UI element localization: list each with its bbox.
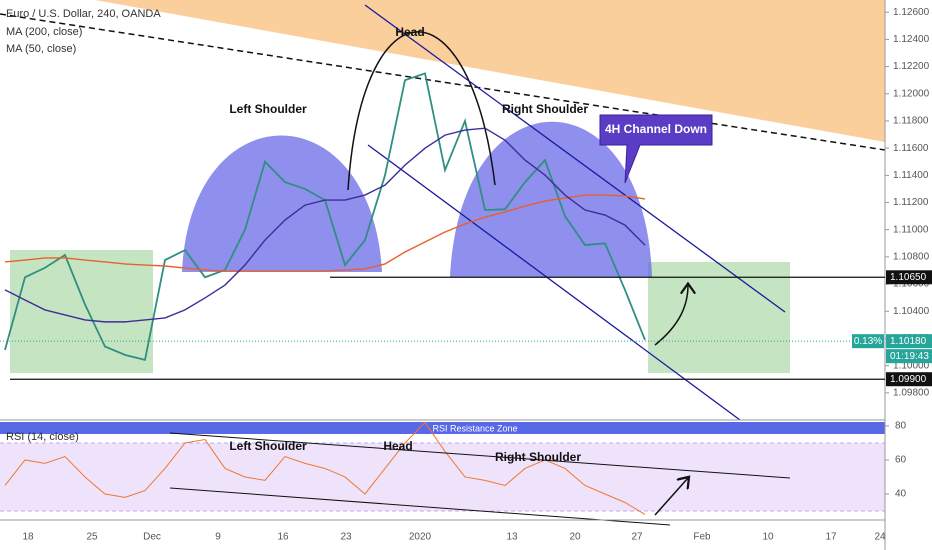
y-tick-label: 1.10400 [893, 306, 930, 317]
resistance-zone [95, 0, 885, 142]
rsi-zone-label: RSI Resistance Zone [432, 423, 517, 433]
left-shoulder-label: Left Shoulder [229, 102, 307, 116]
rsi-trend [169, 432, 791, 479]
rsi-title: RSI (14, close) [6, 431, 79, 443]
x-tick-label: 13 [506, 532, 518, 543]
y-tick-label: 1.11600 [893, 143, 929, 154]
countdown-label: 01:19:43 [890, 351, 929, 362]
series-line [4, 194, 646, 272]
level-label: 1.09900 [890, 374, 927, 385]
support-box [10, 250, 153, 373]
x-tick-label: 2020 [409, 532, 432, 543]
x-tick-label: 16 [277, 532, 289, 543]
y-tick-label: 1.12000 [893, 88, 930, 99]
channel-upper [364, 4, 786, 313]
y-tick-label: 1.11400 [893, 170, 929, 181]
x-tick-label: 25 [86, 532, 98, 543]
rsi-tick-label: 60 [895, 455, 907, 466]
head-label: Head [395, 25, 424, 39]
series-line [4, 127, 646, 323]
rsi-trend [169, 487, 671, 526]
x-tick-label: 9 [215, 532, 221, 543]
rsi-tick-label: 80 [895, 421, 907, 432]
y-tick-label: 1.11800 [893, 116, 929, 127]
rsi-arrow [654, 478, 688, 516]
chart-title: Euro / U.S. Dollar, 240, OANDA [6, 8, 161, 20]
level-box [886, 372, 932, 387]
ma-label: MA (200, close) [6, 26, 82, 38]
right-shoulder-label: Right Shoulder [502, 102, 588, 116]
callout [599, 114, 713, 184]
change-box [852, 334, 884, 349]
countdown-box [886, 349, 932, 364]
y-tick-label: 1.12400 [893, 34, 930, 45]
head-arc [347, 31, 496, 191]
level-label: 1.10650 [890, 272, 927, 283]
x-tick-label: Dec [143, 532, 161, 543]
x-tick-label: 10 [762, 532, 774, 543]
x-tick-label: 23 [340, 532, 352, 543]
y-tick-label: 1.12200 [893, 61, 930, 72]
x-tick-label: Feb [693, 532, 711, 543]
last-price-box [886, 334, 932, 349]
y-tick-label: 1.10000 [893, 360, 930, 371]
channel-lower [367, 144, 741, 421]
rsi-left-shoulder: Left Shoulder [229, 439, 307, 453]
right-shoulder-shape [450, 121, 652, 277]
x-tick-label: 18 [22, 532, 34, 543]
x-tick-label: 17 [825, 532, 837, 543]
plot [4, 72, 646, 362]
callout-text: 4H Channel Down [605, 122, 707, 136]
ma-label: MA (50, close) [6, 43, 76, 55]
target-box [648, 262, 790, 373]
y-tick-label: 1.11200 [893, 197, 929, 208]
y-tick-label: 1.10800 [893, 252, 930, 263]
x-tick-label: 20 [569, 532, 581, 543]
x-tick-label: 24 [874, 532, 886, 543]
level-box [886, 270, 932, 285]
change-label: 0.13% [854, 336, 882, 347]
rsi-right-shoulder: Right Shoulder [495, 450, 581, 464]
y-tick-label: 1.09800 [893, 387, 930, 398]
arrow [654, 285, 688, 346]
rsi-plot [4, 421, 646, 515]
y-tick-label: 1.11000 [893, 224, 929, 235]
rsi-tick-label: 40 [895, 489, 907, 500]
rsi-zone-bar [0, 422, 885, 434]
x-tick-label: 27 [631, 532, 643, 543]
last-price-label: 1.10180 [890, 336, 927, 347]
y-tick-label: 1.12600 [893, 7, 930, 18]
series-line [4, 421, 646, 515]
rsi-head: Head [383, 439, 412, 453]
rsi-band [0, 443, 885, 511]
left-shoulder-shape [182, 135, 382, 272]
